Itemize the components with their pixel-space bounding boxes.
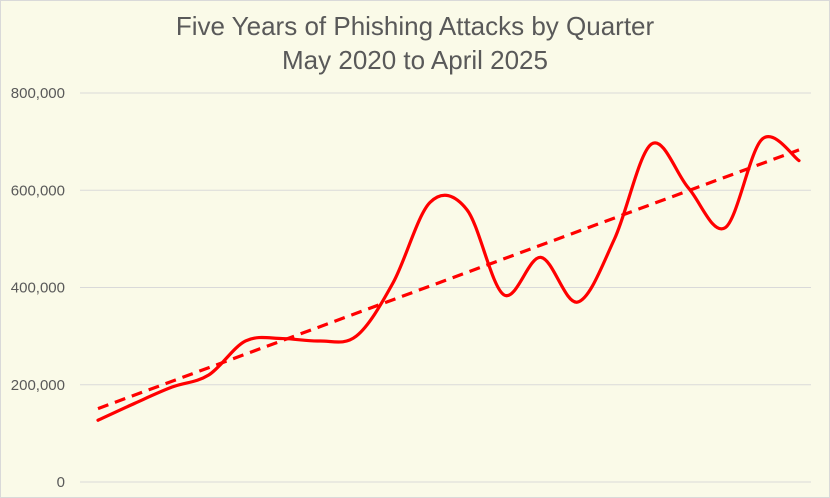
series-line	[96, 135, 801, 422]
y-tick-label: 200,000	[11, 377, 65, 394]
y-tick-label: 0	[57, 474, 65, 491]
y-tick-label: 600,000	[11, 182, 65, 199]
trendline	[97, 148, 800, 411]
y-tick-label: 400,000	[11, 280, 65, 297]
chart-title: Five Years of Phishing Attacks by Quarte…	[175, 11, 655, 41]
y-tick-label: 800,000	[11, 85, 65, 102]
chart-title-block: Five Years of Phishing Attacks by Quarte…	[1, 9, 829, 77]
chart-subtitle: May 2020 to April 2025	[282, 45, 548, 75]
